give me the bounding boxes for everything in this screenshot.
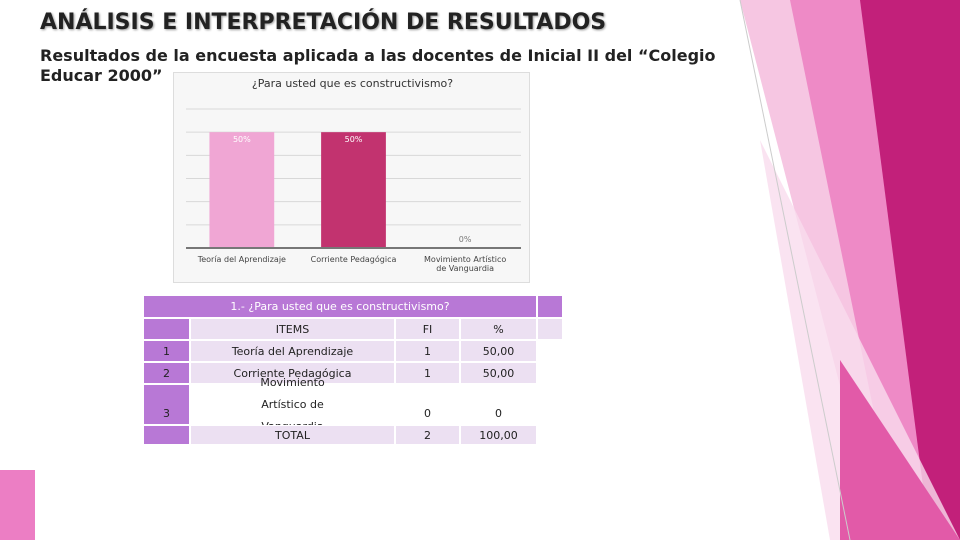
cell: Teoría del Aprendizaje — [190, 340, 395, 362]
data-label: 50% — [232, 135, 251, 145]
cell — [143, 425, 190, 445]
cell: 1 — [395, 340, 460, 362]
title: ANÁLISIS E INTERPRETACIÓN DE RESULTADOS — [40, 10, 607, 35]
cell: Movimiento Artístico de Vanguardia — [190, 376, 395, 433]
cell: 50,00 — [460, 362, 537, 384]
x-tick-label: Corriente Pedagógica — [310, 255, 397, 264]
bar — [209, 132, 275, 248]
cell: 50,00 — [460, 340, 537, 362]
bar — [321, 132, 386, 248]
cell: 1 — [395, 362, 460, 384]
cell — [537, 295, 563, 318]
x-tick-label: Movimiento Artístico de Vanguardia — [424, 255, 507, 273]
cell — [143, 318, 190, 340]
cell — [537, 318, 563, 340]
cell: 2 — [395, 425, 460, 445]
row-number: 3 — [143, 384, 190, 425]
column-header: FI — [395, 318, 460, 340]
column-header: % — [460, 318, 537, 340]
cell: 0 — [395, 384, 460, 425]
table: 1.- ¿Para usted que es constructivismo? … — [143, 295, 563, 445]
column-header: ITEMS — [190, 318, 395, 340]
chart: ¿Para usted que es constructivismo? Teor… — [173, 72, 530, 283]
x-tick-label: Teoría del Aprendizaje — [197, 255, 286, 264]
chart-title: ¿Para usted que es constructivismo? — [251, 77, 454, 90]
chart-svg — [186, 108, 521, 249]
row-number: 2 — [143, 362, 190, 384]
data-label: 0% — [458, 235, 472, 244]
subtitle: Resultados de la encuesta aplicada a las… — [40, 46, 716, 85]
cell: 100,00 — [460, 425, 537, 445]
table-title: 1.- ¿Para usted que es constructivismo? — [143, 295, 537, 318]
row-number: 1 — [143, 340, 190, 362]
total-label: TOTAL — [190, 425, 395, 445]
data-label: 50% — [344, 135, 363, 145]
cell: 0 — [460, 384, 537, 425]
cell: Corriente Pedagógica — [190, 362, 395, 384]
